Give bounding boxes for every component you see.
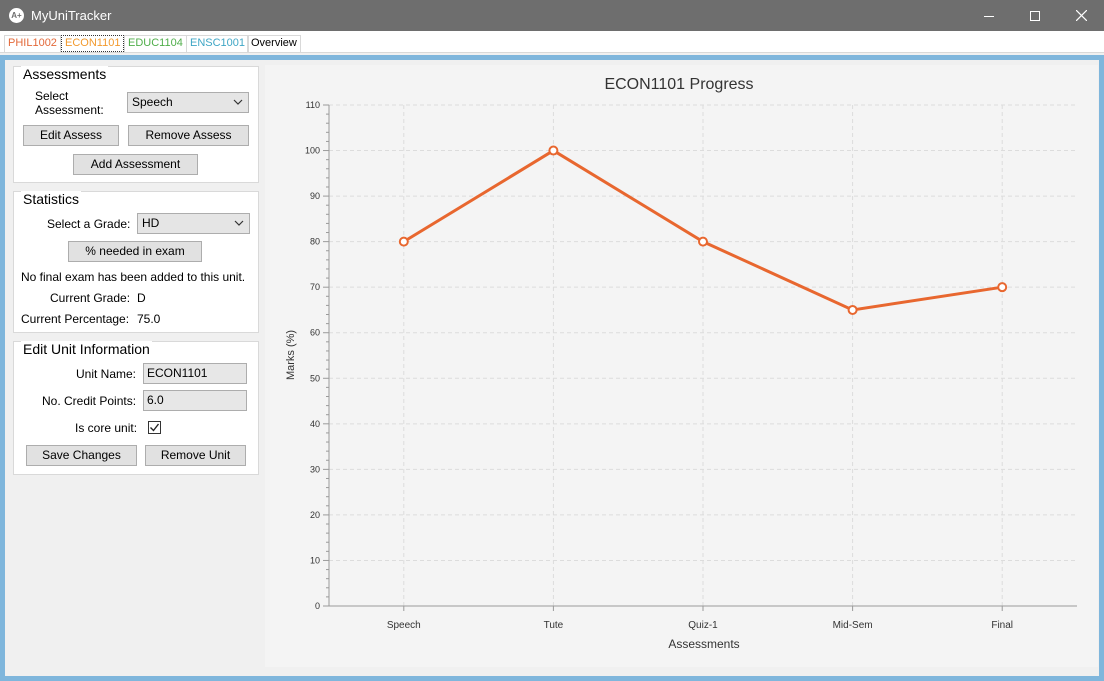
current-grade-value: D (137, 291, 146, 305)
grade-select[interactable]: HD (137, 213, 250, 234)
current-grade-label: Current Grade: (50, 291, 131, 305)
final-exam-message: No final exam has been added to this uni… (21, 270, 246, 284)
y-tick-label: 80 (310, 237, 320, 247)
x-tick-label: Mid-Sem (833, 620, 873, 631)
select-grade-label: Select a Grade: (47, 217, 131, 231)
x-tick-label: Quiz-1 (688, 620, 718, 631)
statistics-panel: Statistics (13, 191, 259, 333)
core-unit-label: Is core unit: (75, 421, 138, 435)
y-tick-label: 50 (310, 373, 320, 383)
credit-points-label: No. Credit Points: (42, 394, 137, 408)
remove-unit-button[interactable]: Remove Unit (145, 445, 246, 466)
chart-title: ECON1101 Progress (604, 76, 753, 93)
unit-name-input[interactable]: ECON1101 (143, 363, 247, 384)
y-tick-label: 90 (310, 191, 320, 201)
edit-assessment-button[interactable]: Edit Assess (23, 125, 119, 146)
core-unit-checkbox[interactable] (148, 421, 161, 434)
current-percentage-label: Current Percentage: (21, 312, 130, 326)
data-point (548, 145, 559, 156)
grade-select-value: HD (142, 216, 160, 230)
current-percentage-value: 75.0 (137, 312, 161, 326)
app-icon: A+ (9, 8, 24, 23)
statistics-title: Statistics (21, 191, 82, 207)
y-tick-label: 110 (306, 100, 320, 110)
progress-chart: 0 10 20 30 40 50 60 70 80 90 100 110 Speech Tute Quiz-… (265, 65, 1098, 667)
y-tick-label: 70 (310, 282, 320, 292)
close-button[interactable] (1058, 0, 1104, 31)
data-point (398, 236, 409, 247)
minimize-button[interactable] (966, 0, 1012, 31)
percent-needed-button[interactable]: % needed in exam (68, 241, 202, 262)
y-tick-label: 100 (305, 146, 320, 156)
close-icon (1075, 10, 1087, 21)
y-tick-label: 40 (310, 419, 320, 429)
title-bar: A+ MyUniTracker (0, 0, 1104, 31)
minimize-icon (984, 15, 994, 17)
unit-tab-bar: PHIL1002 ECON1101 EDUC1104 ENSC1001 Over… (0, 31, 1104, 53)
window-title: MyUniTracker (31, 8, 112, 23)
save-changes-button[interactable]: Save Changes (26, 445, 137, 466)
series-line (403, 148, 1003, 312)
assessments-title: Assessments (21, 66, 109, 82)
y-tick-label: 20 (310, 510, 320, 520)
x-tick-label: Final (991, 620, 1013, 631)
chevron-down-icon (234, 220, 244, 226)
data-point (997, 282, 1008, 293)
credit-points-input[interactable]: 6.0 (143, 390, 247, 411)
data-point (847, 304, 858, 315)
unit-name-label: Unit Name: (76, 367, 137, 381)
maximize-icon (1030, 10, 1040, 21)
assessment-select-value: Speech (132, 95, 173, 109)
tab-educ1104[interactable]: EDUC1104 (124, 35, 187, 52)
tab-overview[interactable]: Overview (247, 35, 301, 52)
checkmark-icon (150, 423, 160, 432)
tab-ensc1001[interactable]: ENSC1001 (186, 35, 250, 52)
chart-svg: 0 10 20 30 40 50 60 70 80 90 100 110 Speech Tute Quiz-… (285, 76, 1077, 651)
x-axis-label: Assessments (668, 637, 739, 651)
y-tick-label: 60 (310, 328, 320, 338)
chevron-down-icon (233, 99, 243, 105)
y-tick-label: 10 (310, 555, 320, 565)
remove-assessment-button[interactable]: Remove Assess (128, 125, 249, 146)
data-point (698, 236, 708, 247)
y-tick-label: 0 (315, 601, 320, 611)
add-assessment-button[interactable]: Add Assessment (73, 154, 198, 175)
tab-phil1002[interactable]: PHIL1002 (4, 35, 61, 52)
y-axis-label: Marks (%) (285, 330, 297, 380)
x-tick-label: Speech (387, 620, 421, 631)
select-assessment-label: Select Assessment: (35, 89, 104, 117)
y-tick-label: 30 (310, 464, 320, 474)
assessment-select[interactable]: Speech (127, 92, 249, 113)
maximize-button[interactable] (1012, 0, 1058, 31)
x-tick-label: Tute (544, 620, 564, 631)
unit-info-title: Edit Unit Information (21, 341, 152, 357)
tab-econ1101[interactable]: ECON1101 (61, 35, 125, 52)
